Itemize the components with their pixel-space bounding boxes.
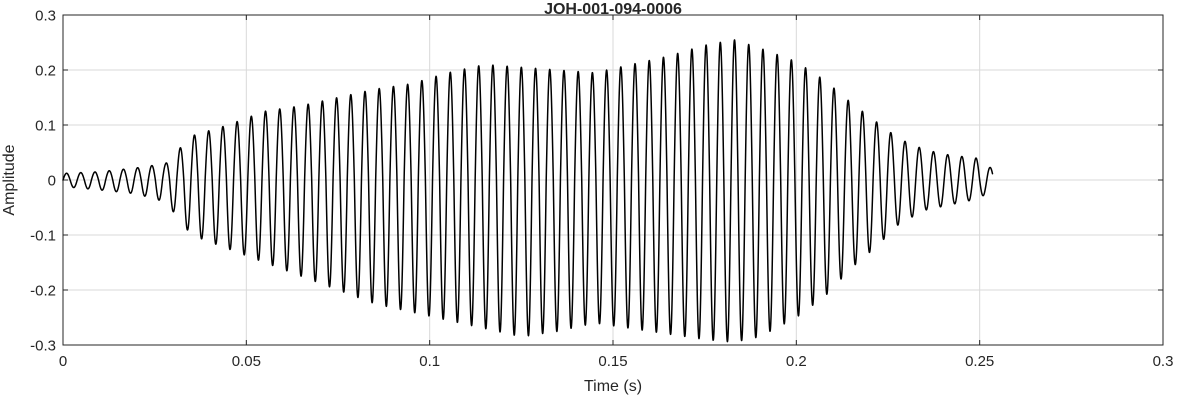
waveform-line: [62, 39, 994, 343]
y-tick-label: -0.2: [30, 283, 56, 300]
y-tick-label: 0.1: [35, 118, 56, 135]
y-tick-label: 0.3: [35, 8, 56, 25]
x-tick-label: 0.3: [1153, 353, 1174, 370]
x-tick-label: 0: [59, 353, 67, 370]
y-tick-label: 0.2: [35, 63, 56, 80]
tick-marks: [62, 14, 1164, 346]
x-tick-label: 0.15: [598, 353, 627, 370]
x-tick-label: 0.1: [419, 353, 440, 370]
x-tick-label: 0.2: [786, 353, 807, 370]
y-tick-label: -0.1: [30, 228, 56, 245]
x-tick-label: 0.05: [232, 353, 261, 370]
x-axis-label: Time (s): [584, 378, 642, 395]
grid-lines: [62, 14, 1164, 346]
chart-title: JOH-001-094-0006: [544, 1, 682, 18]
x-tick-label: 0.25: [965, 353, 994, 370]
x-tick-labels: 0 0.05 0.1 0.15 0.2 0.25 0.3: [59, 353, 1174, 370]
y-tick-labels: -0.3 -0.2 -0.1 0 0.1 0.2 0.3: [30, 8, 56, 355]
y-tick-label: 0: [48, 173, 56, 190]
y-tick-label: -0.3: [30, 338, 56, 355]
y-axis-label: Amplitude: [1, 144, 18, 215]
